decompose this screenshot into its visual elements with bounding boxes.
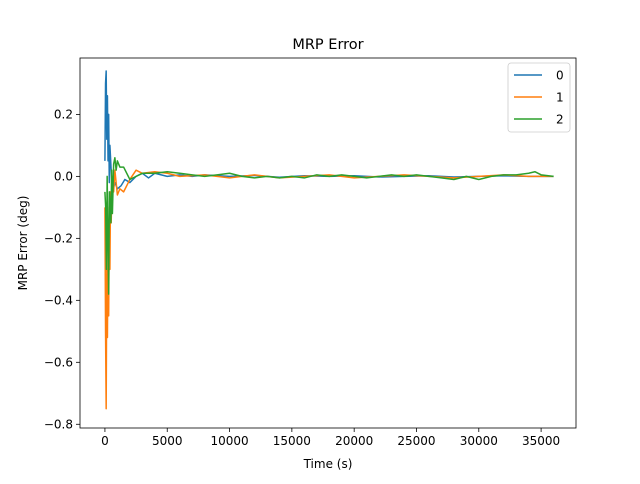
x-tick-label: 5000 — [152, 434, 183, 448]
chart-title: MRP Error — [292, 37, 363, 53]
x-tick-label: 0 — [101, 434, 109, 448]
x-axis-label: Time (s) — [303, 457, 353, 471]
x-axis-ticks: 0 5000 10000 15000 20000 25000 30000 35000 — [101, 428, 560, 448]
y-tick-label: −0.6 — [44, 355, 73, 369]
legend: 0 1 2 — [507, 62, 571, 133]
x-tick-label: 10000 — [210, 434, 248, 448]
series-line-2 — [104, 157, 554, 295]
legend-label-0: 0 — [556, 69, 564, 83]
x-tick-label: 30000 — [460, 434, 498, 448]
legend-label-1: 1 — [556, 91, 564, 105]
x-tick-label: 35000 — [522, 434, 560, 448]
y-tick-label: −0.8 — [44, 417, 73, 431]
y-axis-ticks: −0.8 −0.6 −0.4 −0.2 0.0 0.2 — [44, 107, 80, 431]
axes-frame — [79, 57, 577, 429]
plot-area — [79, 57, 577, 429]
y-tick-label: 0.2 — [54, 107, 73, 121]
y-axis-label: MRP Error (deg) — [16, 196, 30, 291]
series-line-1 — [104, 169, 554, 410]
x-tick-label: 15000 — [273, 434, 311, 448]
y-tick-label: −0.4 — [44, 293, 73, 307]
x-tick-label: 25000 — [397, 434, 435, 448]
x-tick-label: 20000 — [335, 434, 373, 448]
series-layer — [104, 70, 554, 410]
legend-label-2: 2 — [556, 113, 564, 127]
y-tick-label: −0.2 — [44, 231, 73, 245]
y-tick-label: 0.0 — [54, 169, 73, 183]
